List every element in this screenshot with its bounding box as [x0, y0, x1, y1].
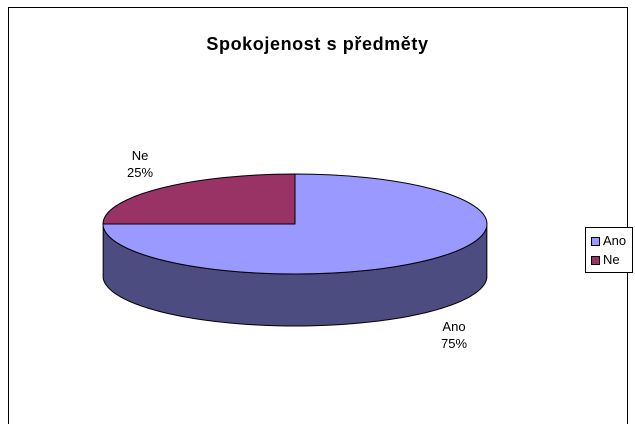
slice-label-ano-value: 75% — [440, 336, 468, 351]
legend-item-ano: Ano — [591, 233, 626, 249]
slice-label-ne-name: Ne — [131, 148, 149, 163]
slice-label-ne: Ne 25% — [118, 147, 162, 181]
slice-label-ne-value: 25% — [126, 165, 154, 180]
legend-swatch-ne — [591, 255, 600, 265]
slice-label-ano: Ano 75% — [434, 318, 474, 352]
legend-label-ano: Ano — [603, 233, 627, 248]
pie-slice-ne — [102, 173, 296, 225]
slice-label-ano-name: Ano — [442, 319, 466, 334]
legend: Ano Ne — [585, 227, 633, 273]
pie-slice-ano — [102, 173, 488, 275]
legend-label-ne: Ne — [603, 252, 620, 267]
legend-swatch-ano — [591, 236, 600, 246]
legend-item-ne: Ne — [591, 252, 620, 268]
chart-title: Spokojenost s předměty — [206, 34, 429, 54]
